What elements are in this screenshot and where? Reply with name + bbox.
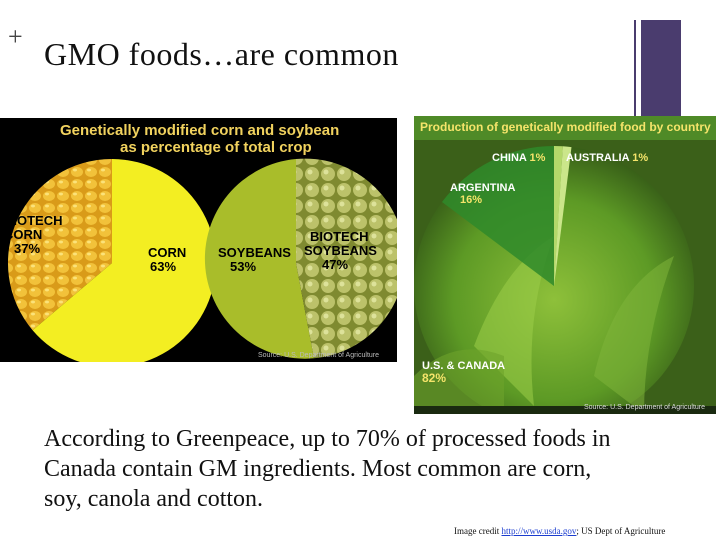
corn-soy-title-line2: as percentage of total crop bbox=[120, 139, 312, 156]
pie-slice-argentina bbox=[442, 146, 554, 286]
pie-slice-biotech-corn bbox=[7, 159, 113, 331]
country-chart-source: Source: U.S. Department of Agriculture bbox=[584, 404, 705, 411]
pie-slice-corn bbox=[32, 159, 216, 362]
body-text: According to Greenpeace, up to 70% of pr… bbox=[44, 426, 611, 512]
country-production-chart: Production of genetically modified food … bbox=[414, 116, 716, 414]
corn-label: CORN 63% bbox=[148, 245, 187, 274]
pie-slice-soybeans bbox=[204, 159, 314, 359]
credit-prefix: Image credit bbox=[454, 526, 502, 536]
australia-label: AUSTRALIA 1% bbox=[566, 152, 649, 164]
decorative-bar-thin bbox=[634, 20, 636, 116]
plus-mark: + bbox=[8, 22, 23, 51]
biotech-soybeans-label: BIOTECH SOYBEANS 47% bbox=[304, 229, 377, 272]
biotech-corn-label: BIOTECH CORN 37% bbox=[4, 213, 63, 256]
country-chart-title: Production of genetically modified food … bbox=[420, 120, 711, 134]
corn-soy-title-line1: Genetically modified corn and soybean bbox=[60, 122, 340, 139]
corn-soy-source: Source: U.S. Department of Agriculture bbox=[258, 352, 379, 359]
china-label: CHINA 1% bbox=[492, 152, 546, 164]
pie-slice-australia bbox=[554, 146, 572, 286]
usda-link[interactable]: http://www.usda.gov bbox=[501, 526, 577, 536]
soybeans-label: SOYBEANS 53% bbox=[218, 245, 291, 274]
pie-slice-biotech-soybeans bbox=[296, 158, 397, 359]
decorative-bar-thick bbox=[641, 20, 681, 116]
argentina-label: ARGENTINA 16% bbox=[450, 182, 516, 206]
corn-soy-chart: Genetically modified corn and soybean as… bbox=[0, 118, 397, 362]
country-production-background bbox=[414, 140, 716, 414]
us-canada-label: U.S. & CANADA 82% bbox=[422, 360, 506, 385]
country-chart-header bbox=[414, 116, 716, 140]
corn-soy-pies bbox=[7, 158, 397, 362]
credit-suffix: ; US Dept of Agriculture bbox=[576, 526, 666, 536]
corn-soy-chart-title: Genetically modified corn and soybean as… bbox=[60, 122, 360, 156]
slide-title: GMO foods…are common bbox=[44, 36, 399, 72]
pie-slice-china bbox=[554, 146, 563, 286]
image-credit: Image credit http://www.usda.gov; US Dep… bbox=[454, 526, 665, 536]
